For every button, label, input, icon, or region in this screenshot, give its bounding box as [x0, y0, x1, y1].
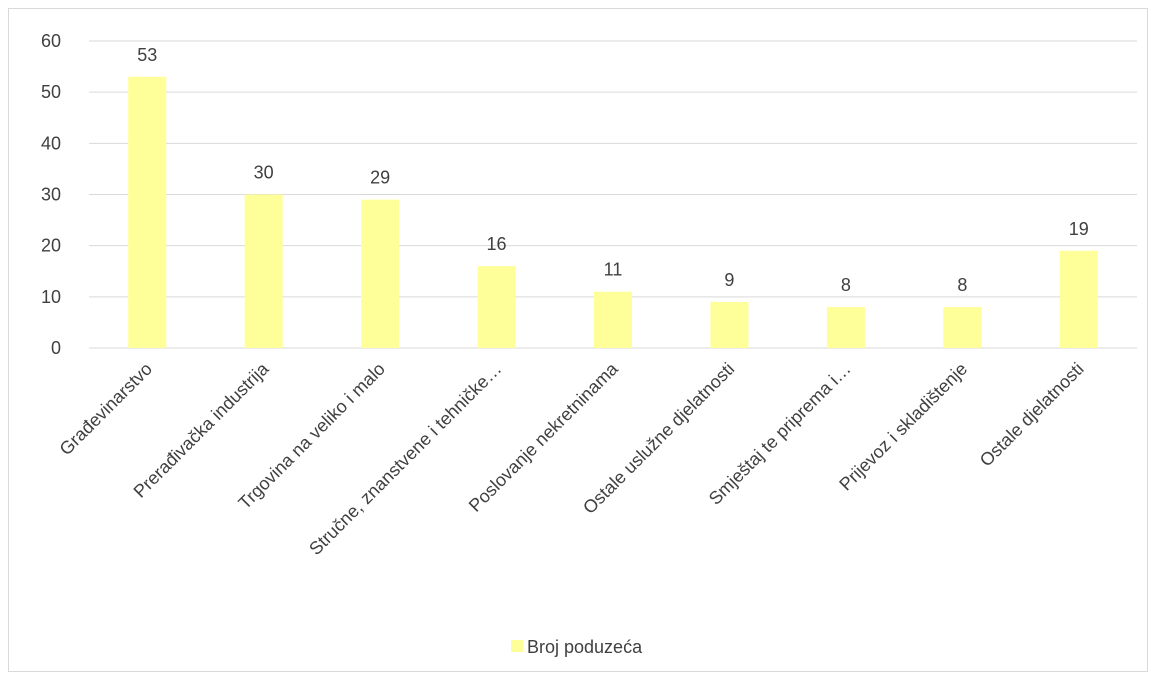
y-tick-label: 30 — [41, 185, 61, 205]
data-label: 9 — [724, 270, 734, 290]
y-tick-label: 60 — [41, 31, 61, 51]
bar — [826, 307, 865, 348]
bar — [361, 199, 400, 348]
bars — [128, 76, 1098, 349]
y-tick-label: 20 — [41, 236, 61, 256]
bar — [1059, 250, 1098, 348]
legend-swatch — [511, 640, 523, 652]
bar — [943, 307, 982, 348]
category-label: Prerađivačka industrija — [130, 358, 274, 502]
data-label: 8 — [841, 275, 851, 295]
data-label: 19 — [1069, 219, 1089, 239]
bar — [594, 291, 632, 348]
data-label: 11 — [604, 260, 623, 280]
chart-frame: 0 10 20 30 40 50 60 53 30 29 16 11 9 8 8 19 Građevinar… — [8, 8, 1148, 672]
data-label: 29 — [370, 168, 390, 188]
bar — [710, 301, 749, 348]
y-tick-label: 40 — [41, 133, 61, 153]
bar — [244, 194, 283, 348]
legend-label: Broj poduzeća — [527, 637, 643, 657]
category-label: Ostale djelatnosti — [976, 359, 1088, 471]
data-label: 30 — [254, 163, 274, 183]
y-tick-label: 0 — [51, 338, 61, 358]
y-tick-label: 10 — [41, 287, 61, 307]
data-label: 8 — [957, 275, 967, 295]
data-label: 53 — [137, 45, 157, 65]
category-label: Stručne, znanstvene i tehničke… — [305, 359, 505, 559]
y-tick-label: 50 — [41, 82, 61, 102]
category-label: Prijevoz i skladištenje — [835, 359, 971, 495]
legend: Broj poduzeća — [511, 637, 643, 657]
bar-chart: 0 10 20 30 40 50 60 53 30 29 16 11 9 8 8 19 Građevinar… — [41, 31, 1137, 657]
data-labels: 53 30 29 16 11 9 8 8 19 — [137, 45, 1089, 295]
data-label: 16 — [487, 234, 507, 254]
bar — [128, 76, 167, 349]
category-label: Građevinarstvo — [56, 359, 156, 459]
bar — [477, 266, 516, 348]
y-axis-ticks: 0 10 20 30 40 50 60 — [41, 31, 61, 358]
